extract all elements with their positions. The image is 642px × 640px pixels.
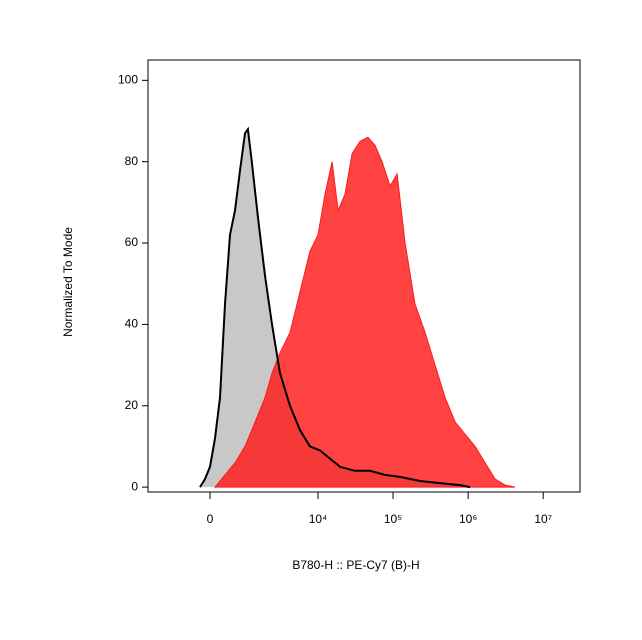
x-tick-label: 10⁵ <box>384 512 402 526</box>
y-tick-label: 80 <box>125 154 139 168</box>
histogram-area <box>213 136 516 488</box>
y-tick-label: 40 <box>125 317 139 331</box>
y-tick-label: 0 <box>131 479 138 493</box>
x-axis-title: B780-H :: PE-Cy7 (B)-H <box>292 558 419 572</box>
x-tick-label: 10⁷ <box>534 512 552 526</box>
y-tick-label: 60 <box>125 235 139 249</box>
y-axis-title: Normalized To Mode <box>61 227 75 337</box>
y-tick-label: 20 <box>125 398 139 412</box>
histogram-outline <box>199 126 471 489</box>
x-tick-label: 10⁴ <box>309 512 328 526</box>
y-tick-label: 100 <box>118 73 138 87</box>
x-tick-label: 10⁶ <box>459 512 477 526</box>
x-tick-label: 0 <box>207 512 214 526</box>
plot-frame <box>147 59 581 493</box>
